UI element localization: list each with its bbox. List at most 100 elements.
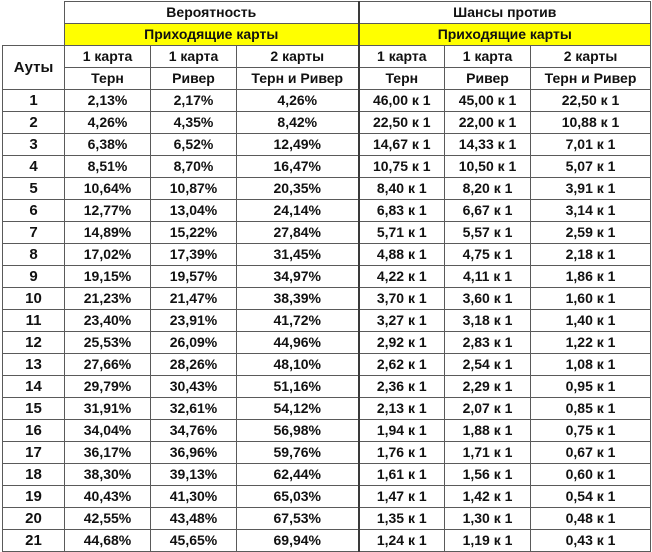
probability-turn-and-river-cell: 69,94% <box>235 529 360 552</box>
prob-river-header: Ривер <box>150 67 237 90</box>
odds-turn-cell: 14,67 к 1 <box>357 133 446 156</box>
table-row: 20 42,55% 43,48% 67,53% 1,35 к 1 1,30 к … <box>2 507 652 530</box>
probability-river-cell: 10,87% <box>150 177 237 200</box>
probability-turn-cell: 14,89% <box>64 221 151 244</box>
probability-river-cell: 41,30% <box>150 485 237 508</box>
table-row: 15 31,91% 32,61% 54,12% 2,13 к 1 2,07 к … <box>2 397 652 420</box>
odds-against-group-header: Шансы против <box>357 1 652 24</box>
odds-turn-and-river-cell: 22,50 к 1 <box>530 89 652 112</box>
probability-turn-cell: 12,77% <box>64 199 151 222</box>
probability-turn-cell: 40,43% <box>64 485 151 508</box>
odds-turn-and-river-cell: 1,86 к 1 <box>530 265 652 288</box>
odds-river-cell: 14,33 к 1 <box>444 133 532 156</box>
odds-turn-and-river-cell: 3,14 к 1 <box>530 199 652 222</box>
probability-turn-and-river-cell: 34,97% <box>235 265 360 288</box>
odds-river-cell: 4,11 к 1 <box>444 265 532 288</box>
probability-river-cell: 8,70% <box>150 155 237 178</box>
probability-turn-and-river-cell: 59,76% <box>235 441 360 464</box>
odds-turn-cell: 2,13 к 1 <box>357 397 446 420</box>
table-row: 17 36,17% 36,96% 59,76% 1,76 к 1 1,71 к … <box>2 441 652 464</box>
probability-turn-cell: 38,30% <box>64 463 151 486</box>
table-row: 16 34,04% 34,76% 56,98% 1,94 к 1 1,88 к … <box>2 419 652 442</box>
probability-turn-and-river-cell: 4,26% <box>235 89 360 112</box>
table-row: 1 2,13% 2,17% 4,26% 46,00 к 1 45,00 к 1 … <box>2 89 652 112</box>
table-row: 12 25,53% 26,09% 44,96% 2,92 к 1 2,83 к … <box>2 331 652 354</box>
probability-turn-cell: 44,68% <box>64 529 151 552</box>
probability-turn-and-river-cell: 48,10% <box>235 353 360 376</box>
odds-river-cell: 1,88 к 1 <box>444 419 532 442</box>
header-row-incoming: Приходящие карты Приходящие карты <box>2 23 652 46</box>
probability-river-cell: 36,96% <box>150 441 237 464</box>
probability-river-cell: 2,17% <box>150 89 237 112</box>
odds-turn-cell: 1,61 к 1 <box>357 463 446 486</box>
odds-turn-and-river-cell: 0,60 к 1 <box>530 463 652 486</box>
probability-turn-and-river-cell: 24,14% <box>235 199 360 222</box>
probability-turn-cell: 29,79% <box>64 375 151 398</box>
odds-river-cell: 10,50 к 1 <box>444 155 532 178</box>
odds-river-cell: 45,00 к 1 <box>444 89 532 112</box>
odds-turn-and-river-cell: 0,54 к 1 <box>530 485 652 508</box>
odds-turn-cell: 6,83 к 1 <box>357 199 446 222</box>
odds-turn-cell: 22,50 к 1 <box>357 111 446 134</box>
table-row: 4 8,51% 8,70% 16,47% 10,75 к 1 10,50 к 1… <box>2 155 652 178</box>
table-row: 5 10,64% 10,87% 20,35% 8,40 к 1 8,20 к 1… <box>2 177 652 200</box>
probability-turn-cell: 36,17% <box>64 441 151 464</box>
table-row: 6 12,77% 13,04% 24,14% 6,83 к 1 6,67 к 1… <box>2 199 652 222</box>
odds-turn-and-river-cell: 0,43 к 1 <box>530 529 652 552</box>
table-row: 10 21,23% 21,47% 38,39% 3,70 к 1 3,60 к … <box>2 287 652 310</box>
outs-cell: 21 <box>2 529 65 552</box>
odds-river-header: Ривер <box>444 67 532 90</box>
outs-cell: 1 <box>2 89 65 112</box>
odds-turn-and-river-cell: 0,75 к 1 <box>530 419 652 442</box>
outs-cell: 16 <box>2 419 65 442</box>
probability-river-cell: 23,91% <box>150 309 237 332</box>
odds-turn-cell: 2,62 к 1 <box>357 353 446 376</box>
outs-cell: 13 <box>2 353 65 376</box>
table-row: 8 17,02% 17,39% 31,45% 4,88 к 1 4,75 к 1… <box>2 243 652 266</box>
probability-turn-and-river-cell: 54,12% <box>235 397 360 420</box>
outs-cell: 18 <box>2 463 65 486</box>
odds-turn-and-river-cell: 0,48 к 1 <box>530 507 652 530</box>
probability-turn-and-river-cell: 12,49% <box>235 133 360 156</box>
probability-turn-cell: 6,38% <box>64 133 151 156</box>
probability-turn-cell: 10,64% <box>64 177 151 200</box>
table-row: 13 27,66% 28,26% 48,10% 2,62 к 1 2,54 к … <box>2 353 652 376</box>
table-row: 3 6,38% 6,52% 12,49% 14,67 к 1 14,33 к 1… <box>2 133 652 156</box>
probability-turn-and-river-cell: 41,72% <box>235 309 360 332</box>
probability-turn-cell: 17,02% <box>64 243 151 266</box>
probability-turn-cell: 4,26% <box>64 111 151 134</box>
table-row: 21 44,68% 45,65% 69,94% 1,24 к 1 1,19 к … <box>2 529 652 552</box>
header-row-street: Терн Ривер Терн и Ривер Терн Ривер Терн … <box>3 67 652 90</box>
probability-river-cell: 28,26% <box>150 353 237 376</box>
probability-river-cell: 30,43% <box>150 375 237 398</box>
odds-turn-cell: 10,75 к 1 <box>357 155 446 178</box>
probability-river-cell: 45,65% <box>150 529 237 552</box>
probability-turn-and-river-cell: 31,45% <box>235 243 360 266</box>
odds-incoming-cards-header: Приходящие карты <box>357 23 652 46</box>
odds-river-cell: 2,07 к 1 <box>444 397 532 420</box>
probability-turn-cell: 27,66% <box>64 353 151 376</box>
odds-turn-and-river-cell: 2,18 к 1 <box>530 243 652 266</box>
probability-turn-and-river-cell: 8,42% <box>235 111 360 134</box>
probability-river-cell: 13,04% <box>150 199 237 222</box>
prob-two-cards-header: 2 карты <box>235 45 360 68</box>
probability-river-cell: 26,09% <box>150 331 237 354</box>
prob-turn-header: Терн <box>64 67 151 90</box>
odds-turn-cell: 46,00 к 1 <box>357 89 446 112</box>
probability-river-cell: 21,47% <box>150 287 237 310</box>
probability-river-cell: 39,13% <box>150 463 237 486</box>
outs-cell: 2 <box>2 111 65 134</box>
probability-turn-cell: 8,51% <box>64 155 151 178</box>
odds-turn-and-river-cell: 3,91 к 1 <box>530 177 652 200</box>
odds-turn-and-river-cell: 1,60 к 1 <box>530 287 652 310</box>
table-row: 2 4,26% 4,35% 8,42% 22,50 к 1 22,00 к 1 … <box>2 111 652 134</box>
table-row: 14 29,79% 30,43% 51,16% 2,36 к 1 2,29 к … <box>2 375 652 398</box>
probability-turn-and-river-cell: 16,47% <box>235 155 360 178</box>
probability-group-header: Вероятность <box>63 1 360 24</box>
odds-river-cell: 2,29 к 1 <box>444 375 532 398</box>
odds-one-card-river-header: 1 карта <box>444 45 532 68</box>
outs-cell: 17 <box>2 441 65 464</box>
outs-cell: 15 <box>2 397 65 420</box>
probability-turn-cell: 25,53% <box>64 331 151 354</box>
